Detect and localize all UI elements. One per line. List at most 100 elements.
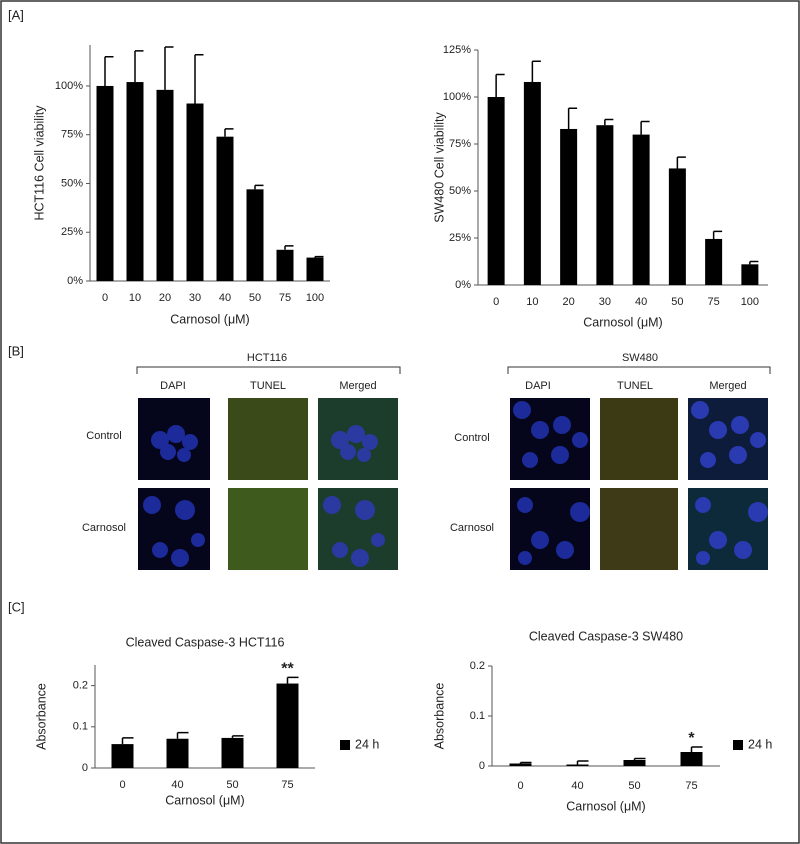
microscopy-hct116: HCT116 DAPI TUNEL Merged Control Carnoso…: [82, 352, 401, 570]
bar: [680, 752, 703, 766]
x-tick-label: 100: [306, 292, 324, 304]
bar: [509, 763, 532, 766]
nuclei: [151, 425, 198, 462]
chart-title: Cleaved Caspase-3 SW480: [529, 629, 683, 643]
legend-swatch: [733, 740, 743, 750]
x-tick-label: 10: [129, 292, 141, 304]
x-tick-label: 40: [635, 296, 647, 308]
x-tick-label: 75: [708, 296, 720, 308]
image-tunel: [228, 488, 308, 570]
error-bar: [254, 184, 264, 190]
error-bar: [519, 761, 532, 764]
bar: [156, 89, 174, 282]
error-bar: [604, 118, 614, 126]
error-bar: [712, 230, 723, 239]
error-bar: [567, 107, 578, 129]
x-tick-label: 0: [102, 292, 108, 304]
group-label: SW480: [622, 352, 658, 364]
bracket: [136, 366, 401, 374]
microscopy-sw480: SW480 DAPI TUNEL Merged Control Carnosol: [450, 352, 771, 570]
y-tick-label: 25%: [61, 226, 83, 238]
y-axis-label: Absorbance: [432, 683, 446, 750]
image-tunel: [228, 398, 308, 480]
row-label: Carnosol: [450, 522, 494, 534]
error-bar: [121, 737, 134, 745]
legend-label: 24 h: [355, 737, 379, 751]
y-tick-label: 100%: [55, 80, 83, 92]
column-label: Merged: [709, 380, 746, 392]
error-bar: [633, 757, 646, 760]
error-bar: [194, 54, 204, 104]
bracket: [507, 366, 771, 374]
error-bar: [104, 55, 114, 86]
bar: [596, 125, 614, 285]
y-tick-label: 25%: [449, 232, 471, 244]
chart-title: Cleaved Caspase-3 HCT116: [126, 635, 285, 649]
bar: [705, 238, 723, 285]
y-tick-label: 0.1: [73, 721, 88, 733]
x-tick-label: 50: [671, 296, 683, 308]
y-tick-label: 125%: [443, 44, 471, 56]
x-tick-label: 50: [628, 780, 640, 792]
x-tick-label: 40: [219, 292, 231, 304]
x-tick-label: 10: [526, 296, 538, 308]
bar: [623, 760, 646, 766]
bar: [276, 683, 299, 768]
error-bar: [176, 731, 189, 739]
error-bar: [576, 760, 589, 765]
x-axis-label: Carnosol (μM): [566, 799, 645, 813]
x-tick-label: 75: [281, 779, 293, 791]
bar: [111, 744, 134, 768]
bar: [632, 134, 650, 285]
bar: [96, 85, 114, 281]
y-tick-label: 0: [479, 760, 485, 772]
significance-mark: **: [281, 661, 294, 678]
y-tick-label: 75%: [61, 129, 83, 141]
y-tick-label: 0%: [455, 279, 471, 291]
row-label: Control: [86, 430, 121, 442]
column-label: DAPI: [160, 380, 186, 392]
nuclei: [691, 401, 766, 468]
bar: [166, 738, 189, 768]
y-tick-label: 0.2: [73, 680, 88, 692]
y-tick-label: 75%: [449, 138, 471, 150]
y-tick-label: 0%: [67, 275, 83, 287]
bar: [126, 82, 144, 281]
y-tick-label: 50%: [449, 185, 471, 197]
y-tick-label: 0.2: [470, 660, 485, 672]
y-axis-label: HCT116 Cell viability: [32, 105, 46, 221]
legend-swatch: [340, 740, 350, 750]
error-bar: [676, 156, 686, 169]
x-tick-label: 75: [279, 292, 291, 304]
bar: [276, 249, 294, 281]
legend-label: 24 h: [748, 737, 772, 751]
x-tick-label: 100: [741, 296, 759, 308]
bar: [741, 264, 759, 285]
nuclei: [143, 496, 205, 567]
nuclei: [331, 425, 378, 462]
error-bar: [749, 260, 759, 265]
column-label: DAPI: [525, 380, 551, 392]
image-tunel: [600, 398, 678, 480]
x-tick-label: 0: [119, 779, 125, 791]
error-bar: [314, 255, 324, 258]
row-label: Carnosol: [82, 522, 126, 534]
group-label: HCT116: [247, 352, 287, 364]
x-tick-label: 40: [171, 779, 183, 791]
y-axis-label: SW480 Cell viability: [432, 112, 446, 223]
significance-mark: *: [688, 730, 695, 747]
bar: [560, 128, 578, 285]
x-tick-label: 0: [517, 780, 523, 792]
error-bar: [531, 60, 541, 82]
column-label: TUNEL: [250, 380, 286, 392]
nuclei: [513, 401, 588, 468]
panel-label: [C]: [8, 599, 25, 614]
nuclei: [517, 497, 590, 565]
y-axis-label: Absorbance: [34, 683, 48, 750]
error-bar: [690, 746, 703, 752]
y-tick-label: 100%: [443, 91, 471, 103]
error-bar: [495, 73, 505, 97]
row-label: Control: [454, 432, 489, 444]
